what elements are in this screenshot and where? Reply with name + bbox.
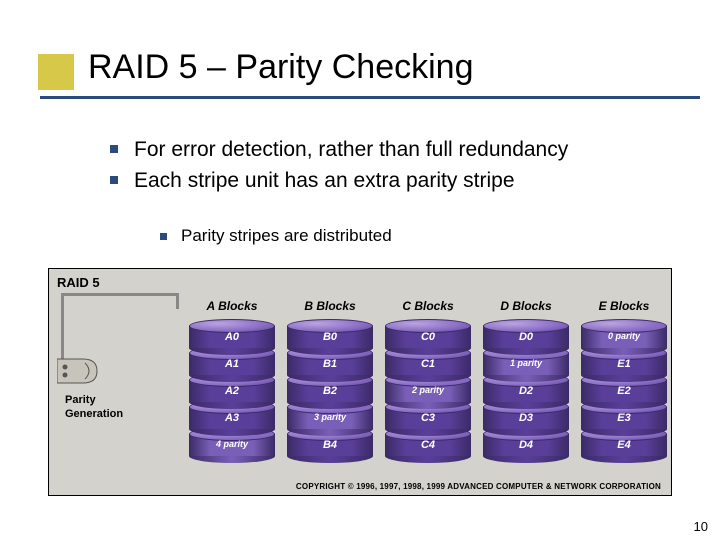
disk-slice-label: 0 parity <box>581 331 667 341</box>
disk-column: C Blocks C4 C3 2 parity C1 C0 <box>383 299 473 469</box>
disk-slice-label: 4 parity <box>189 439 275 449</box>
bullet-l1-text: Each stripe unit has an extra parity str… <box>134 167 515 194</box>
disk-slice-label: B4 <box>287 439 373 451</box>
raid-label: RAID 5 <box>57 275 100 290</box>
disk-slice-label: E1 <box>581 358 667 370</box>
disk-column-header: E Blocks <box>579 299 669 313</box>
disk-slice: B0 <box>287 319 373 353</box>
disk-column: D Blocks D4 D3 D2 1 parity D0 <box>481 299 571 469</box>
bullet-l2-text: Parity stripes are distributed <box>181 226 392 246</box>
disk-slice: D0 <box>483 319 569 353</box>
raid-diagram: RAID 5 Parity Generation A Blocks 4 parit… <box>48 268 672 496</box>
bullet-l1: Each stripe unit has an extra parity str… <box>110 167 670 194</box>
bullet-square-icon <box>110 176 118 184</box>
disk-column: A Blocks 4 parity A3 A2 A1 A0 <box>187 299 277 469</box>
disk-stack: 4 parity A3 A2 A1 A0 <box>189 319 275 469</box>
disk-column-header: D Blocks <box>481 299 571 313</box>
disk-stack: C4 C3 2 parity C1 C0 <box>385 319 471 469</box>
disk-slice-label: A2 <box>189 385 275 397</box>
parity-gen-label: Parity Generation <box>65 393 123 422</box>
disk-slice-label: E3 <box>581 412 667 424</box>
title-block: RAID 5 – Parity Checking <box>40 48 680 87</box>
slide-title: RAID 5 – Parity Checking <box>40 48 680 87</box>
disk-slice-label: E4 <box>581 439 667 451</box>
parity-gen-label-l2: Generation <box>65 408 123 420</box>
disk-slice-label: 1 parity <box>483 358 569 368</box>
disk-slice-label: C1 <box>385 358 471 370</box>
disk-column-header: A Blocks <box>187 299 277 313</box>
disk-slice-label: A3 <box>189 412 275 424</box>
diagram-copyright: COPYRIGHT © 1996, 1997, 1998, 1999 ADVAN… <box>296 482 661 491</box>
bullet-square-icon <box>160 233 167 240</box>
bullet-list-level1: For error detection, rather than full re… <box>110 136 670 199</box>
disk-slice-label: D4 <box>483 439 569 451</box>
title-underline <box>40 96 700 99</box>
bullet-l2: Parity stripes are distributed <box>160 226 660 246</box>
disk-slice-label: A0 <box>189 331 275 343</box>
disk-slice-label: 3 parity <box>287 412 373 422</box>
disk-slice-label: C4 <box>385 439 471 451</box>
disk-slice: A0 <box>189 319 275 353</box>
bullet-list-level2: Parity stripes are distributed <box>160 226 660 246</box>
disk-stack: B4 3 parity B2 B1 B0 <box>287 319 373 469</box>
bullet-l1-text: For error detection, rather than full re… <box>134 136 568 163</box>
bullet-l1: For error detection, rather than full re… <box>110 136 670 163</box>
disk-slice-label: A1 <box>189 358 275 370</box>
disk-stack: D4 D3 D2 1 parity D0 <box>483 319 569 469</box>
disk-column-header: B Blocks <box>285 299 375 313</box>
disk-slice-label: C0 <box>385 331 471 343</box>
disk-area: A Blocks 4 parity A3 A2 A1 A0 B Blocks B4 3 pari… <box>187 299 667 477</box>
disk-slice-label: B1 <box>287 358 373 370</box>
parity-gen-label-l1: Parity <box>65 394 96 406</box>
disk-column: E Blocks E4 E3 E2 E1 0 parity <box>579 299 669 469</box>
page-number: 10 <box>694 519 708 534</box>
disk-slice-label: E2 <box>581 385 667 397</box>
disk-slice: C0 <box>385 319 471 353</box>
parity-generation-graphic <box>57 293 181 387</box>
disk-slice-label: B2 <box>287 385 373 397</box>
disk-stack: E4 E3 E2 E1 0 parity <box>581 319 667 469</box>
bullet-square-icon <box>110 145 118 153</box>
disk-slice-label: C3 <box>385 412 471 424</box>
disk-slice-label: D0 <box>483 331 569 343</box>
disk-slice-label: D3 <box>483 412 569 424</box>
disk-slice-label: D2 <box>483 385 569 397</box>
disk-column: B Blocks B4 3 parity B2 B1 B0 <box>285 299 375 469</box>
disk-slice-parity: 0 parity <box>581 319 667 353</box>
disk-slice-label: 2 parity <box>385 385 471 395</box>
disk-column-header: C Blocks <box>383 299 473 313</box>
disk-slice-label: B0 <box>287 331 373 343</box>
